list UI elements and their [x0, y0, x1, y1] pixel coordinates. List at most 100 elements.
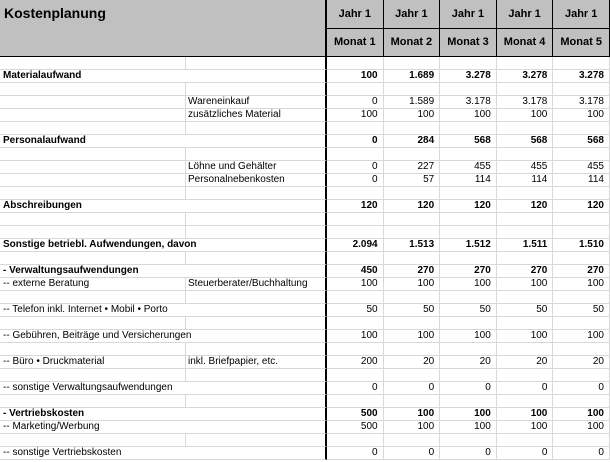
- value-cell: [553, 187, 610, 200]
- value-cell: 0: [440, 447, 497, 460]
- value-cell: 20: [383, 356, 441, 369]
- spacer-row: [0, 291, 610, 304]
- value-cell: [553, 83, 610, 96]
- value-cell: 0: [553, 447, 610, 460]
- value-cell: [440, 122, 497, 135]
- value-cell: [327, 291, 384, 304]
- table-row: -- Marketing/Werbung 500 100 100 100 100: [0, 421, 610, 434]
- row-label: Abschreibungen: [0, 200, 327, 213]
- value-cell: [440, 83, 497, 96]
- value-cell: 1.511: [496, 239, 554, 252]
- value-cell: 0: [327, 135, 384, 148]
- row-note: [186, 252, 327, 265]
- value-cell: [327, 213, 384, 226]
- value-cell: [327, 369, 384, 382]
- value-cell: [383, 291, 441, 304]
- month-header-cell: Monat 3: [440, 28, 497, 57]
- row-note: [186, 343, 327, 356]
- table-row: Sonstige betriebl. Aufwendungen, davon 2.…: [0, 239, 610, 252]
- spacer-row: [0, 434, 610, 447]
- value-cell: 100: [553, 408, 610, 421]
- value-cell: [553, 57, 610, 70]
- month-header-cell: Monat 1: [327, 28, 384, 57]
- value-cell: 100: [553, 109, 610, 122]
- row-label: [0, 395, 186, 408]
- row-label: [0, 57, 186, 70]
- value-cell: 100: [383, 421, 441, 434]
- value-cell: 200: [327, 356, 384, 369]
- spacer-row: [0, 148, 610, 161]
- value-cell: [496, 395, 554, 408]
- row-label: [0, 174, 186, 187]
- value-cell: 100: [553, 421, 610, 434]
- year-header-cell: Jahr 1: [553, 0, 610, 29]
- month-header-cell: Monat 4: [496, 28, 554, 57]
- value-cell: [496, 317, 554, 330]
- row-label: Materialaufwand: [0, 70, 327, 83]
- row-label: [0, 226, 186, 239]
- value-cell: 270: [440, 265, 497, 278]
- value-cell: 568: [553, 135, 610, 148]
- value-cell: 568: [496, 135, 554, 148]
- value-cell: 100: [440, 330, 497, 343]
- value-cell: 50: [440, 304, 497, 317]
- value-cell: [496, 369, 554, 382]
- year-header-cell: Jahr 1: [327, 0, 384, 29]
- value-cell: [496, 213, 554, 226]
- value-cell: 0: [327, 174, 384, 187]
- value-cell: [496, 434, 554, 447]
- row-label: Personalaufwand: [0, 135, 327, 148]
- row-label: [0, 291, 186, 304]
- row-label: [0, 187, 186, 200]
- value-cell: 120: [327, 200, 384, 213]
- month-header-row: Monat 1 Monat 2 Monat 3 Monat 4 Monat 5: [327, 28, 610, 57]
- row-note: [186, 434, 327, 447]
- row-note: [186, 83, 327, 96]
- row-label: [0, 317, 186, 330]
- value-cell: 100: [496, 330, 554, 343]
- value-cell: [496, 291, 554, 304]
- row-note: [186, 369, 327, 382]
- value-cell: [383, 252, 441, 265]
- value-cell: 500: [327, 421, 384, 434]
- value-cell: 455: [496, 161, 554, 174]
- value-cell: 100: [327, 109, 384, 122]
- row-label: Sonstige betriebl. Aufwendungen, davon: [0, 239, 327, 252]
- row-label: [0, 434, 186, 447]
- value-cell: 0: [383, 382, 441, 395]
- value-cell: 50: [327, 304, 384, 317]
- value-cell: [327, 226, 384, 239]
- value-cell: 50: [553, 304, 610, 317]
- table-row: - Vertriebskosten 500 100 100 100 100: [0, 408, 610, 421]
- value-cell: 100: [383, 278, 441, 291]
- value-cell: 0: [440, 382, 497, 395]
- page-title: Kostenplanung: [0, 0, 327, 57]
- value-cell: 270: [496, 265, 554, 278]
- value-cell: [327, 57, 384, 70]
- value-cell: 114: [440, 174, 497, 187]
- value-cell: 120: [383, 200, 441, 213]
- row-label: [0, 343, 186, 356]
- value-cell: 3.278: [496, 70, 554, 83]
- value-cell: [383, 122, 441, 135]
- value-cell: [383, 213, 441, 226]
- row-label: -- Marketing/Werbung: [0, 421, 327, 434]
- value-cell: 100: [496, 408, 554, 421]
- row-label: [0, 148, 186, 161]
- row-note: [186, 187, 327, 200]
- value-cell: [327, 317, 384, 330]
- row-note: Wareneinkauf: [186, 96, 327, 109]
- value-cell: 100: [496, 278, 554, 291]
- value-cell: [383, 57, 441, 70]
- value-cell: 57: [383, 174, 441, 187]
- row-note: zusätzliches Material: [186, 109, 327, 122]
- value-cell: [327, 395, 384, 408]
- month-header-cell: Monat 2: [383, 28, 441, 57]
- value-cell: 270: [553, 265, 610, 278]
- value-cell: 0: [327, 161, 384, 174]
- value-cell: 0: [327, 382, 384, 395]
- value-cell: 100: [440, 421, 497, 434]
- value-cell: [553, 148, 610, 161]
- value-cell: 568: [440, 135, 497, 148]
